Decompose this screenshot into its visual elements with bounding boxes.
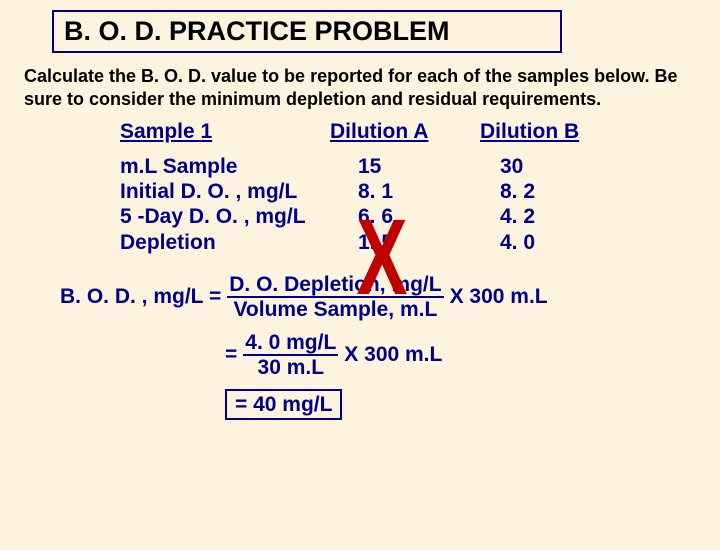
row-value-b: 4. 2 [480, 204, 630, 229]
formula-denominator: 30 m.L [256, 356, 327, 379]
formula-lhs: B. O. D. , mg/L = [60, 285, 221, 308]
table-header-row: Sample 1 Dilution A Dilution B [120, 120, 720, 144]
formula-tail: X 300 m.L [450, 285, 548, 308]
row-value-b: 30 [480, 154, 630, 179]
row-value-b: 8. 2 [480, 179, 630, 204]
instruction-text: Calculate the B. O. D. value to be repor… [24, 65, 696, 110]
formula-fraction-1: D. O. Depletion, mg/L Volume Sample, m.L [227, 273, 443, 321]
table-row: Initial D. O. , mg/L 8. 1 8. 2 [120, 179, 720, 204]
page-title: B. O. D. PRACTICE PROBLEM [64, 16, 450, 46]
table-row: Depletion 1. 5 4. 0 [120, 230, 720, 255]
formula-numerator: D. O. Depletion, mg/L [227, 273, 443, 298]
formula-tail: X 300 m.L [344, 343, 442, 366]
formula-numerator: 4. 0 mg/L [243, 331, 338, 356]
data-table: Sample 1 Dilution A Dilution B m.L Sampl… [120, 120, 720, 255]
header-dilution-b: Dilution B [480, 120, 630, 144]
formula-row-1: B. O. D. , mg/L = D. O. Depletion, mg/L … [60, 273, 720, 321]
formula-row-2: = 4. 0 mg/L 30 m.L X 300 m.L [225, 331, 720, 379]
row-value-a: 15 [330, 154, 480, 179]
formula-row-3: = 40 mg/L [225, 389, 720, 420]
formula-denominator: Volume Sample, m.L [231, 298, 439, 321]
header-dilution-a: Dilution A [330, 120, 480, 144]
header-sample: Sample 1 [120, 120, 330, 144]
row-value-b: 4. 0 [480, 230, 630, 255]
row-value-a: 8. 1 [330, 179, 480, 204]
row-label: m.L Sample [120, 154, 330, 179]
table-row: 5 -Day D. O. , mg/L 6. 6 4. 2 [120, 204, 720, 229]
row-value-a: 6. 6 [330, 204, 480, 229]
row-value-a: 1. 5 [330, 230, 480, 255]
formula-fraction-2: 4. 0 mg/L 30 m.L [243, 331, 338, 379]
result-box: = 40 mg/L [225, 389, 342, 420]
formula-block: B. O. D. , mg/L = D. O. Depletion, mg/L … [60, 273, 720, 420]
title-box: B. O. D. PRACTICE PROBLEM [52, 10, 562, 53]
row-label: Initial D. O. , mg/L [120, 179, 330, 204]
row-label: 5 -Day D. O. , mg/L [120, 204, 330, 229]
table-row: m.L Sample 15 30 [120, 154, 720, 179]
row-label: Depletion [120, 230, 330, 255]
equals-sign: = [225, 343, 237, 366]
